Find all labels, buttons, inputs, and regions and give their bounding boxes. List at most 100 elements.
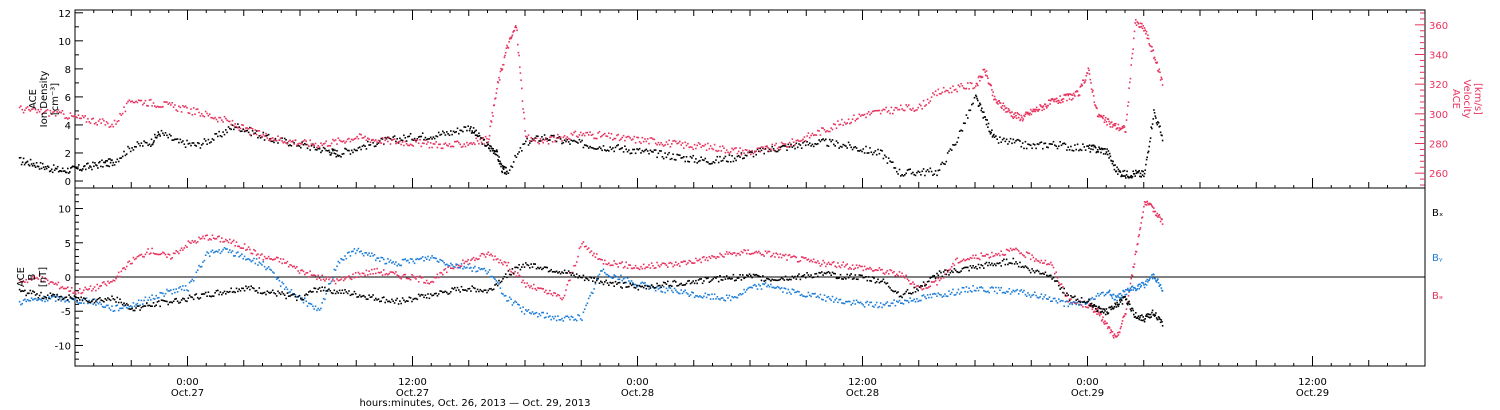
by-series-point [174,291,176,294]
velocity-series-point [735,147,737,149]
bz-series-point [846,263,848,265]
by-series-point [266,267,269,270]
bx-series-point [679,283,681,286]
density-series-point [1023,147,1025,150]
density-series-point [258,135,261,137]
density-series-point [328,149,330,152]
bx-series-point [1137,315,1140,317]
by-series-point [227,251,230,254]
bz-series-point [541,287,543,290]
bx-series-point [968,269,970,272]
density-series-point [42,166,45,168]
bx-series-point [292,293,294,296]
bx-series-point [937,274,940,277]
bz-series-point [1104,320,1106,322]
velocity-series-point [346,138,349,141]
velocity-series-point [1072,92,1075,95]
bz-series-point [105,284,108,287]
velocity-series-point [1049,103,1051,105]
bx-series-point [650,284,653,286]
velocity-series-point [451,145,453,148]
bx-series-point [322,289,325,292]
bx-series-point [219,291,222,293]
by-series-point [901,302,903,304]
velocity-series-point [258,130,261,132]
bx-series-point [1098,305,1100,308]
bx-series-point [368,294,370,296]
density-series-point [677,154,680,156]
velocity-series-point [186,107,188,109]
bx-series-point [234,291,236,294]
density-series-point [1104,148,1106,150]
by-series-point [569,318,571,321]
bz-series-point [720,254,723,256]
velocity-series-point [514,26,516,28]
by-series-point [1047,298,1049,300]
density-series-point [989,133,992,135]
velocity-series-point [150,98,152,101]
bz-series-point [357,271,360,274]
velocity-series-point [67,118,69,120]
bz-series-point [692,262,694,264]
velocity-series-point [274,139,277,142]
bz-series-point [494,255,496,258]
bx-series-point [50,294,53,297]
bx-series-point [742,274,744,276]
velocity-series-point [1071,94,1073,96]
bx-series-point [962,267,965,269]
bx-series-point [772,279,775,281]
velocity-series-point [1078,94,1081,97]
by-series-point [448,265,451,267]
by-series-point [1117,296,1120,298]
density-series-point [384,136,386,139]
velocity-series-point [1117,123,1120,126]
density-series-point [986,119,988,121]
density-series-point [506,170,508,173]
bz-series-point [361,272,364,274]
density-series-point [1121,174,1123,176]
velocity-series-point [1019,118,1022,121]
velocity-series-point [137,99,140,101]
bz-series-point [328,278,330,281]
bx-series [18,257,1164,327]
bz-series-point [456,266,459,269]
bx-series-point [920,285,922,287]
by-series-point [1143,286,1146,289]
by-series-point [958,293,961,295]
bz-series-point [89,285,92,287]
density-series-point [894,167,897,169]
bz-series-point [1012,248,1015,251]
density-series-point [613,150,615,153]
bx-series-point [605,279,607,282]
by-series-point [687,293,689,295]
density-series-point [1151,127,1153,130]
density-series-point [862,148,865,150]
by-series-point [73,299,76,301]
by-series-point [788,291,791,294]
bx-series-point [400,302,402,305]
density-series-point [814,143,816,145]
bx-series-point [1159,318,1161,320]
velocity-series-point [912,107,914,110]
by-series-point [953,294,956,296]
bz-series-point [952,262,954,265]
by-series-point [57,296,60,298]
density-series-point [617,144,619,146]
by-series-point [612,277,614,279]
bz-series-point [156,253,159,256]
velocity-series-point [32,108,34,110]
bx-series-point [81,299,84,302]
density-series-point [217,135,219,138]
density-series-point [100,165,102,168]
by-series-point [971,291,973,293]
velocity-series-point [585,131,587,134]
bx-series-point [1064,294,1067,296]
by-series-point [1025,295,1028,297]
velocity-series-point [991,94,994,97]
by-series-point [842,302,844,305]
by-series-point [373,253,376,256]
velocity-series-point [166,101,168,103]
density-series-point [1016,138,1019,141]
bx-series-point [239,290,242,292]
by-series-point [664,291,666,294]
